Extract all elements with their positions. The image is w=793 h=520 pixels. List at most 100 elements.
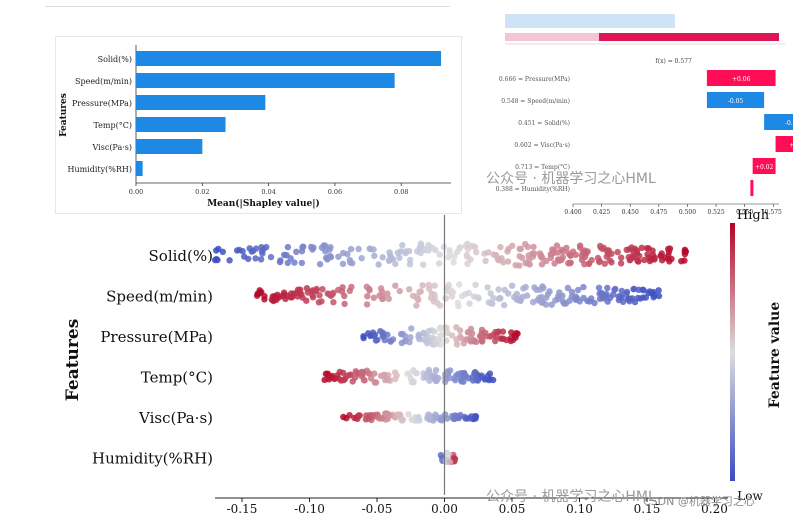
beeswarm-point xyxy=(482,257,489,265)
waterfall-bar-value: -0.05 xyxy=(728,98,744,105)
beeswarm-point xyxy=(349,260,356,267)
beeswarm-point xyxy=(425,242,432,249)
beeswarm-point xyxy=(546,288,553,295)
waterfall-x-tick-label: 0.500 xyxy=(679,209,696,216)
beeswarm-point xyxy=(548,301,555,308)
beeswarm-point xyxy=(339,260,347,268)
beeswarm-point xyxy=(446,249,453,256)
bar-4 xyxy=(136,139,203,154)
beeswarm-point xyxy=(465,289,472,297)
beeswarm-point xyxy=(341,292,348,300)
bar-category-label: Visc(Pa·s) xyxy=(92,143,132,152)
beeswarm-point xyxy=(413,302,420,309)
beeswarm-point xyxy=(213,255,220,263)
beeswarm-point xyxy=(568,288,576,296)
force-strip-positive xyxy=(599,33,779,41)
beeswarm-x-tick-label: -0.05 xyxy=(362,502,393,516)
beeswarm-point xyxy=(426,377,433,384)
beeswarm-point xyxy=(564,284,572,292)
beeswarm-point xyxy=(650,288,657,296)
beeswarm-point xyxy=(584,248,591,255)
mean-shap-bar-chart: Solid(%) Speed(m/min) Pressure(MPa) Temp(°C… xyxy=(55,36,462,214)
beeswarm-point xyxy=(407,334,414,341)
bar-1 xyxy=(136,73,395,88)
beeswarm-point xyxy=(376,292,383,299)
beeswarm-point xyxy=(349,378,356,385)
beeswarm-point xyxy=(448,332,456,339)
beeswarm-point xyxy=(453,341,461,348)
waterfall-x-tick-label: 0.525 xyxy=(707,209,724,216)
beeswarm-point xyxy=(678,258,685,265)
beeswarm-point xyxy=(326,253,333,260)
beeswarm-point xyxy=(447,367,454,374)
beeswarm-x-tick-label: 0.10 xyxy=(566,502,593,516)
beeswarm-point xyxy=(618,294,625,301)
waterfall-bar-3 xyxy=(775,136,793,152)
beeswarm-point xyxy=(484,372,491,380)
beeswarm-point xyxy=(630,254,637,261)
beeswarm-point xyxy=(497,243,504,251)
beeswarm-point xyxy=(280,291,288,298)
beeswarm-point xyxy=(432,367,440,374)
beeswarm-point xyxy=(617,260,625,267)
beeswarm-row-4 xyxy=(340,410,480,424)
beeswarm-point xyxy=(553,242,561,249)
beeswarm-point xyxy=(226,257,233,264)
waterfall-row-label: 0.713 = Temp(°C) xyxy=(515,164,570,171)
beeswarm-point xyxy=(490,251,497,258)
beeswarm-point xyxy=(358,255,365,262)
beeswarm-point xyxy=(454,248,461,256)
beeswarm-point xyxy=(371,379,378,386)
bar-category-label: Pressure(MPa) xyxy=(72,99,132,108)
beeswarm-point xyxy=(555,295,562,303)
beeswarm-point xyxy=(539,254,546,262)
beeswarm-point xyxy=(542,301,550,308)
beeswarm-point xyxy=(340,413,347,421)
watermark-text-1: 公众号 · 机器学习之心HML xyxy=(486,171,656,187)
beeswarm-point xyxy=(472,281,479,288)
beeswarm-point xyxy=(370,294,378,301)
beeswarm-point xyxy=(440,243,447,251)
beeswarm-point xyxy=(437,452,445,459)
beeswarm-point xyxy=(284,259,291,267)
waterfall-bar-1 xyxy=(706,92,765,108)
beeswarm-point xyxy=(252,245,260,252)
beeswarm-point xyxy=(406,286,413,293)
beeswarm-point xyxy=(436,251,443,258)
beeswarm-x-tick-label: 0.20 xyxy=(701,502,728,516)
beeswarm-point xyxy=(482,329,489,336)
waterfall-bar-value: -0.05 xyxy=(785,120,793,127)
beeswarm-point xyxy=(516,295,524,302)
beeswarm-point xyxy=(467,334,475,341)
colorbar-low-label: Low xyxy=(737,489,763,503)
beeswarm-point xyxy=(516,262,523,269)
beeswarm-point xyxy=(363,283,370,290)
beeswarm-point xyxy=(453,336,460,343)
beeswarm-point xyxy=(581,261,588,268)
beeswarm-point xyxy=(335,253,342,260)
beeswarm-point xyxy=(355,245,362,253)
beeswarm-point xyxy=(501,301,508,309)
beeswarm-point xyxy=(344,250,351,258)
beeswarm-point xyxy=(310,244,317,251)
beeswarm-point xyxy=(437,325,444,332)
beeswarm-point xyxy=(267,253,275,261)
beeswarm-point xyxy=(450,259,457,266)
beeswarm-point xyxy=(419,282,426,289)
beeswarm-point xyxy=(281,251,288,258)
beeswarm-point xyxy=(371,252,378,260)
waterfall-svg: f(x) = 0.577 0.666 = Pressure(MPa) +0.06 0.… xyxy=(496,14,793,216)
beeswarm-point xyxy=(498,255,505,262)
beeswarm-point xyxy=(303,297,310,304)
waterfall-bar-value: +0.02 xyxy=(755,164,774,171)
beeswarm-x-tick-label: -0.15 xyxy=(227,502,258,516)
beeswarm-point xyxy=(630,285,637,293)
waterfall-x-tick-label: 0.475 xyxy=(650,209,667,216)
beeswarm-point xyxy=(327,244,334,251)
beeswarm-point xyxy=(591,299,598,307)
beeswarm-point xyxy=(364,415,372,422)
beeswarm-point xyxy=(360,333,367,340)
beeswarm-point xyxy=(464,245,472,253)
beeswarm-point xyxy=(360,376,368,384)
beeswarm-point xyxy=(367,375,375,382)
